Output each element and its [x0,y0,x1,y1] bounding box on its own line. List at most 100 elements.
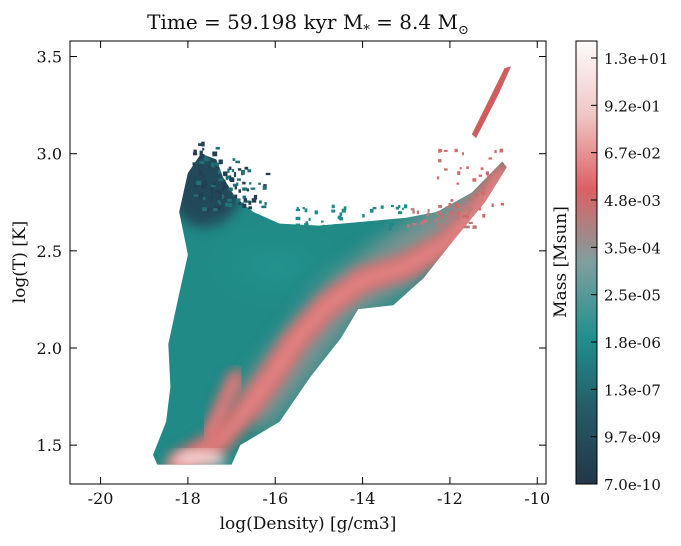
cool-speck [221,194,224,199]
tail-speck [436,176,440,180]
tail-speck [450,199,454,202]
edge-speck [389,224,393,228]
cool-speck [227,168,230,173]
tail-speck [500,203,505,206]
edge-speck [391,204,394,208]
edge-speck [467,212,470,215]
cool-speck [262,185,267,190]
edge-speck [445,206,451,209]
edge-speck [304,208,308,213]
colorbar-tick-label: 9.2e-01 [604,97,661,115]
dense-ridge [174,168,507,465]
tail-speck [440,213,444,218]
cool-speck [247,188,250,192]
colorbar-tick-label: 1.8e-06 [604,334,661,352]
cool-speck [204,207,210,213]
edge-speck [380,205,384,209]
tail-speck [499,148,503,153]
cool-speck [242,181,246,185]
cool-speck [228,166,232,171]
heatmap-shading [166,153,507,465]
edge-speck [295,209,301,212]
x-tick-label: -18 [175,489,201,508]
x-axis: -20 -18 -16 -14 -12 -10 [88,41,550,508]
tail-speck [438,159,442,163]
core-glow [176,205,357,316]
edge-speck [448,215,452,220]
edge-speck [440,216,444,220]
cool-speck [213,208,218,212]
tail-speck [457,171,461,175]
plot-area [153,66,512,465]
edge-speck [436,211,442,216]
tail-speck [466,166,469,169]
cool-speck [209,166,212,170]
edge-speck [436,222,441,227]
tail-speck [480,167,484,170]
y-axis-label: log(T) [K] [10,221,30,304]
cool-speck [216,206,222,210]
tail-speck [449,210,454,215]
cool-speck [201,175,204,179]
cool-speck [211,162,214,166]
cool-speck [215,162,220,166]
cool-speck [199,150,203,156]
edge-speck [295,216,301,221]
cool-speck [225,202,229,207]
cool-speck [198,143,202,147]
cool-speck [210,190,214,195]
colorbar-tick-label: 1.3e-07 [604,381,661,399]
heatmap-region-hot-tail [471,66,512,139]
tail-speck [457,211,460,215]
cool-speck [228,187,233,191]
cool-speck [237,178,241,181]
x-tick-label: -14 [350,489,376,508]
cool-speck [242,203,247,208]
edge-speck [397,211,403,215]
chart-title: Time = 59.198 kyr M* = 8.4 M⊙ [147,10,469,38]
cool-speck [192,162,195,166]
cool-speck [201,185,206,189]
tail-speck [494,150,497,154]
cool-speck [196,180,202,185]
cool-speck [223,179,226,185]
edge-speck [321,220,324,223]
cool-speck [218,159,223,165]
cool-speck [202,207,207,212]
y-tick-label: 3.5 [37,48,62,67]
tail-speck [488,157,493,160]
colorbar-tick-label: 1.3e+01 [604,50,668,68]
cool-speck [228,203,233,208]
tail-speck [444,168,448,171]
tail-speck [443,149,448,152]
cool-speck [203,197,206,201]
cool-speck [223,171,228,177]
cool-speck [198,192,203,197]
edge-speck [438,224,442,228]
tail-speck [470,198,473,201]
edge-speck [433,219,436,222]
edge-speck [401,207,404,210]
cool-speck [194,184,197,188]
tail-speck [455,205,459,209]
cool-speck [238,201,241,206]
edge-speck [337,216,340,219]
cool-speck [193,149,197,153]
y-axis: 1.5 2.0 2.5 3.0 3.5 [37,48,546,455]
dense-base [166,451,228,465]
tail-speck [485,171,489,176]
cool-speck [205,158,210,162]
edge-speck [314,210,319,215]
cool-ridge [206,374,239,439]
tail-speck [482,214,486,218]
edge-speck [448,213,453,217]
x-axis-label: log(Density) [g/cm3] [220,514,397,534]
edge-speck [427,209,430,213]
tail-speck [448,202,452,207]
cool-speck [199,171,203,176]
tail-speck [474,194,479,197]
tail-speck [454,203,459,207]
edge-speck [339,212,343,217]
cool-speck [232,183,238,187]
colorbar-tick-label: 9.7e-09 [604,429,661,447]
